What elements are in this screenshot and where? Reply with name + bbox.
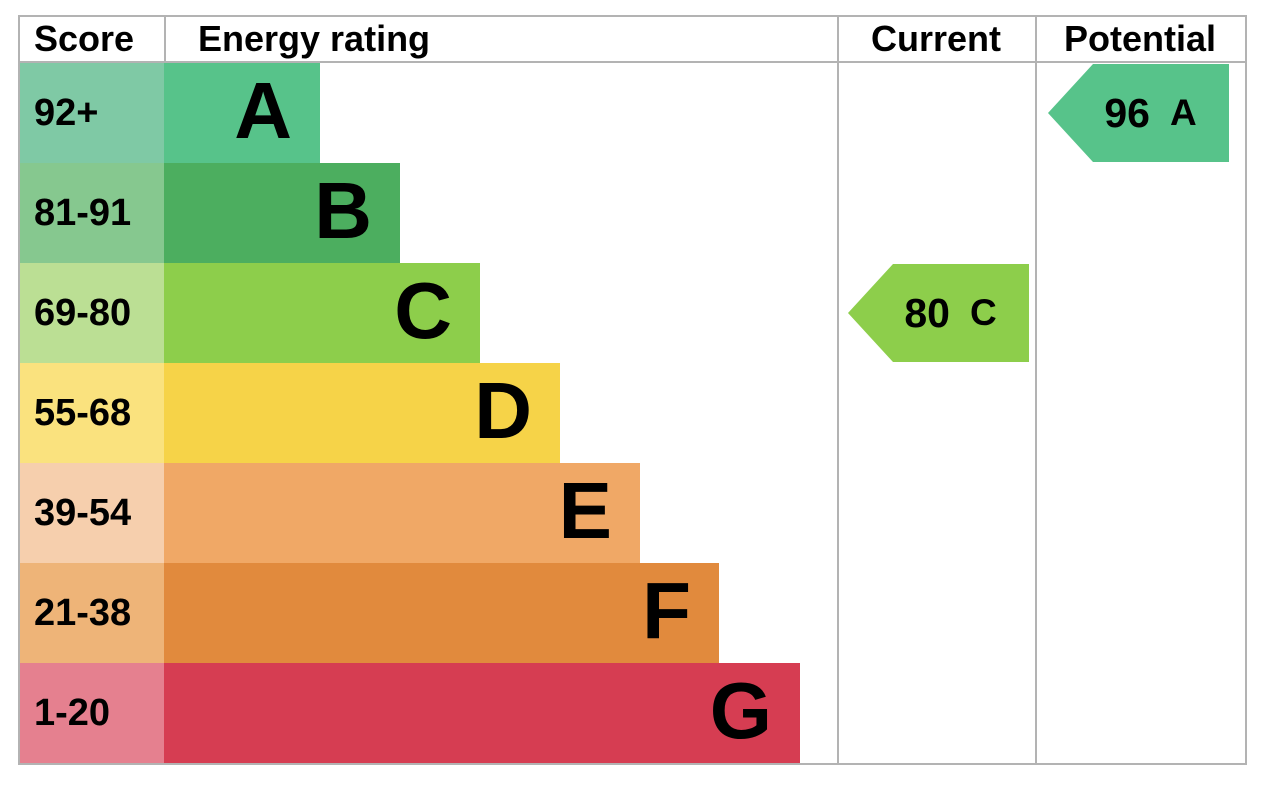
band-g-bar: G bbox=[164, 663, 800, 763]
band-row-b: 81-91 B bbox=[20, 163, 1245, 263]
band-b-score-label: 81-91 bbox=[34, 191, 132, 234]
band-c-score-label: 69-80 bbox=[34, 291, 132, 334]
band-e-bar: E bbox=[164, 463, 640, 563]
current-rating-arrow: 80 C bbox=[848, 264, 1029, 362]
potential-arrow-shape bbox=[1048, 64, 1229, 162]
current-score-value: 80 bbox=[904, 289, 950, 336]
header-divider bbox=[20, 61, 1245, 63]
current-column-separator bbox=[837, 17, 839, 763]
band-a-score-cell: 92+ bbox=[20, 63, 164, 163]
potential-score-value: 96 bbox=[1104, 89, 1150, 136]
header-row: Score Energy rating Current Potential bbox=[20, 17, 1245, 61]
band-f-letter: F bbox=[642, 566, 691, 655]
header-energy-rating: Energy rating bbox=[198, 18, 431, 59]
band-g-score-label: 1-20 bbox=[34, 691, 111, 734]
band-rows: 92+ A 81-91 B 69-80 C bbox=[20, 63, 1245, 763]
epc-table: Score Energy rating Current Potential 92… bbox=[18, 15, 1247, 765]
header-current: Current bbox=[870, 18, 1001, 59]
band-d-score-cell: 55-68 bbox=[20, 363, 164, 463]
potential-column-separator bbox=[1035, 17, 1037, 763]
band-c-letter: C bbox=[394, 266, 452, 355]
header-score: Score bbox=[34, 18, 135, 59]
current-arrow-shape bbox=[848, 264, 1029, 362]
band-row-g: 1-20 G bbox=[20, 663, 1245, 763]
score-column-separator bbox=[164, 17, 166, 61]
band-g-score-cell: 1-20 bbox=[20, 663, 164, 763]
header-potential: Potential bbox=[1063, 18, 1216, 59]
band-b-bar: B bbox=[164, 163, 400, 263]
current-arrow-label: 80 C bbox=[848, 264, 1029, 362]
band-g-letter: G bbox=[709, 666, 772, 755]
band-d-bar: D bbox=[164, 363, 560, 463]
potential-band-letter: A bbox=[1169, 92, 1197, 133]
band-a-score-label: 92+ bbox=[34, 91, 99, 134]
band-row-d: 55-68 D bbox=[20, 363, 1245, 463]
potential-rating-arrow: 96 A bbox=[1048, 64, 1229, 162]
band-row-a: 92+ A bbox=[20, 63, 1245, 163]
band-e-score-cell: 39-54 bbox=[20, 463, 164, 563]
potential-arrow-label: 96 A bbox=[1048, 64, 1229, 162]
band-row-f: 21-38 F bbox=[20, 563, 1245, 663]
band-c-bar: C bbox=[164, 263, 480, 363]
band-row-e: 39-54 E bbox=[20, 463, 1245, 563]
band-b-letter: B bbox=[314, 166, 372, 255]
band-f-bar: F bbox=[164, 563, 719, 663]
band-c-score-cell: 69-80 bbox=[20, 263, 164, 363]
band-e-letter: E bbox=[558, 466, 612, 555]
band-e-score-label: 39-54 bbox=[34, 491, 132, 534]
band-b-score-cell: 81-91 bbox=[20, 163, 164, 263]
band-f-score-cell: 21-38 bbox=[20, 563, 164, 663]
current-band-letter: C bbox=[969, 292, 997, 333]
band-d-score-label: 55-68 bbox=[34, 391, 132, 434]
band-a-bar: A bbox=[164, 63, 320, 163]
band-a-letter: A bbox=[234, 66, 292, 155]
band-row-c: 69-80 C bbox=[20, 263, 1245, 363]
band-d-letter: D bbox=[474, 366, 532, 455]
band-f-score-label: 21-38 bbox=[34, 591, 132, 634]
